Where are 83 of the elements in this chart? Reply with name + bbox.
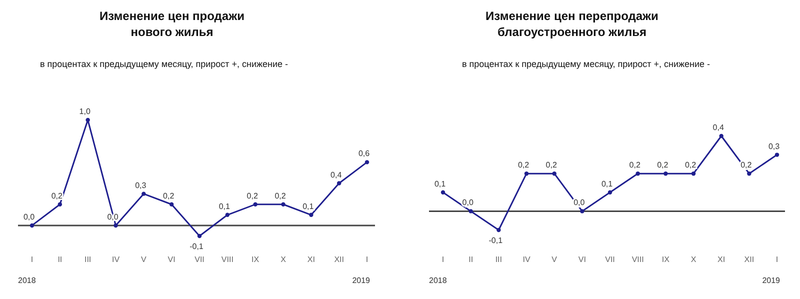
point (524, 171, 529, 176)
point (580, 209, 584, 214)
x-tick-label: VI (168, 255, 176, 264)
data-label: 0,2 (546, 160, 558, 170)
point (169, 202, 174, 206)
point (364, 160, 370, 164)
point (747, 171, 752, 176)
text: 2018 (18, 276, 36, 285)
x-tick-label: VII (605, 255, 615, 264)
x-tick-label: I (776, 255, 778, 264)
data-label: 0,2 (657, 160, 669, 170)
point (225, 212, 230, 218)
chart-title: Изменение цен продажи нового жилья (100, 9, 244, 39)
x-tick-label: III (84, 255, 92, 264)
x-tick-label: X (280, 255, 287, 264)
text: 2018 (429, 276, 448, 285)
point (114, 223, 118, 228)
x-tick-label: XII (744, 255, 754, 264)
point (552, 171, 556, 176)
data-label: 0,2 (518, 160, 530, 170)
data-label: 0,6 (358, 149, 370, 158)
point (468, 209, 473, 214)
point (774, 152, 780, 157)
data-label: -0,1 (190, 242, 204, 251)
x-tick-label: XI (307, 255, 315, 264)
data-label: 0,2 (163, 191, 175, 200)
data-label: 0,2 (246, 191, 258, 200)
data-label: 0,4 (712, 123, 724, 132)
x-tick-label: VII (194, 255, 204, 264)
text: 2019 (352, 276, 371, 285)
x-tick-label: XI (718, 255, 726, 264)
data-label: 0,1 (218, 202, 231, 211)
data-label: 0,2 (51, 191, 64, 200)
point (197, 234, 202, 238)
x-tick-label: IX (252, 255, 260, 264)
point (636, 171, 640, 176)
x-tick-label: IV (522, 255, 531, 264)
x-tick-label: VIII (632, 255, 644, 264)
point (664, 171, 668, 176)
point (608, 190, 612, 195)
data-label: -0,1 (488, 236, 504, 245)
x-tick-label: IX (662, 255, 670, 264)
chart-title: Изменение цен перепродажи благоустроенного жилья (486, 9, 658, 39)
point (281, 202, 286, 206)
chart-subtitle: в процентах к предыдущему месяцу, прирост +, снижение - (462, 59, 710, 69)
data-label: 0,1 (601, 179, 614, 188)
point (309, 212, 314, 218)
x-tick-label: II (58, 255, 62, 264)
data-label: 0,3 (135, 180, 147, 190)
text: 2019 (762, 276, 781, 285)
data-label: 0,4 (330, 170, 342, 180)
x-tick-label: VIII (221, 255, 234, 264)
x-tick-label: II (468, 255, 474, 264)
data-label: 0,2 (684, 160, 697, 170)
point (142, 192, 146, 196)
x-tick-label: V (552, 255, 558, 264)
x-tick-label: XII (334, 255, 344, 264)
x-tick-label: I (366, 255, 368, 264)
x-tick-label: X (690, 255, 697, 264)
x-tick-label: VI (578, 255, 586, 264)
data-label: 0,2 (274, 191, 286, 200)
chart-subtitle: в процентах к предыдущему месяцу, прирост +, снижение - (40, 59, 288, 69)
data-label: 0,0 (23, 212, 36, 222)
point (30, 223, 34, 228)
point (336, 181, 342, 186)
point (691, 171, 696, 176)
point (496, 228, 501, 232)
x-tick-label: I (30, 255, 34, 264)
data-label: 0,3 (768, 142, 780, 151)
data-label: 1,0 (79, 107, 91, 116)
point (719, 134, 724, 138)
x-tick-label: I (442, 255, 444, 264)
data-label: 0,1 (434, 179, 446, 188)
x-tick-label: V (140, 255, 147, 264)
point (253, 202, 258, 206)
data-label: 0,1 (302, 202, 314, 211)
point (86, 118, 90, 122)
point (440, 190, 446, 195)
data-label: 0,2 (629, 160, 641, 170)
point (58, 202, 62, 206)
x-tick-label: III (495, 255, 502, 264)
x-tick-label: IV (112, 255, 120, 264)
data-label: 0,0 (462, 198, 474, 208)
